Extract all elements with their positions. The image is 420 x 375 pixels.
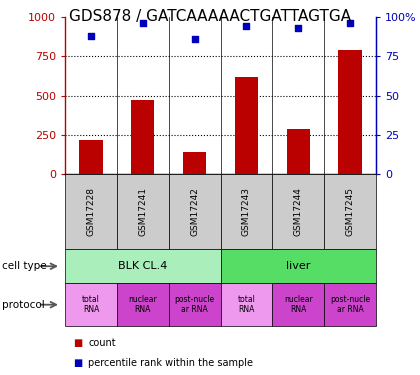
Bar xyxy=(131,100,155,174)
Bar xyxy=(339,50,362,174)
Text: ■: ■ xyxy=(74,338,83,348)
Text: ■: ■ xyxy=(74,358,83,368)
Bar xyxy=(235,77,258,174)
Text: total
RNA: total RNA xyxy=(82,295,100,314)
Text: GSM17242: GSM17242 xyxy=(190,188,199,236)
Point xyxy=(243,23,250,29)
Text: protocol: protocol xyxy=(2,300,45,310)
Text: cell type: cell type xyxy=(2,261,47,271)
Bar xyxy=(183,152,206,174)
Bar xyxy=(286,129,310,174)
Point xyxy=(191,36,198,42)
Text: count: count xyxy=(88,338,116,348)
Text: GSM17228: GSM17228 xyxy=(87,188,95,236)
Text: nuclear
RNA: nuclear RNA xyxy=(284,295,312,314)
Text: GSM17243: GSM17243 xyxy=(242,188,251,236)
Point xyxy=(139,20,146,26)
Text: GSM17244: GSM17244 xyxy=(294,188,303,236)
Text: post-nucle
ar RNA: post-nucle ar RNA xyxy=(330,295,370,314)
Text: total
RNA: total RNA xyxy=(237,295,255,314)
Bar xyxy=(79,140,102,174)
Point xyxy=(88,33,94,39)
Text: post-nucle
ar RNA: post-nucle ar RNA xyxy=(175,295,215,314)
Point xyxy=(295,25,302,31)
Text: liver: liver xyxy=(286,261,310,271)
Text: BLK CL.4: BLK CL.4 xyxy=(118,261,168,271)
Text: nuclear
RNA: nuclear RNA xyxy=(129,295,157,314)
Point xyxy=(346,20,353,26)
Text: percentile rank within the sample: percentile rank within the sample xyxy=(88,358,253,368)
Text: GSM17245: GSM17245 xyxy=(346,188,354,236)
Text: GSM17241: GSM17241 xyxy=(138,188,147,236)
Text: GDS878 / GATCAAAAACTGATTAGTGA: GDS878 / GATCAAAAACTGATTAGTGA xyxy=(69,9,351,24)
